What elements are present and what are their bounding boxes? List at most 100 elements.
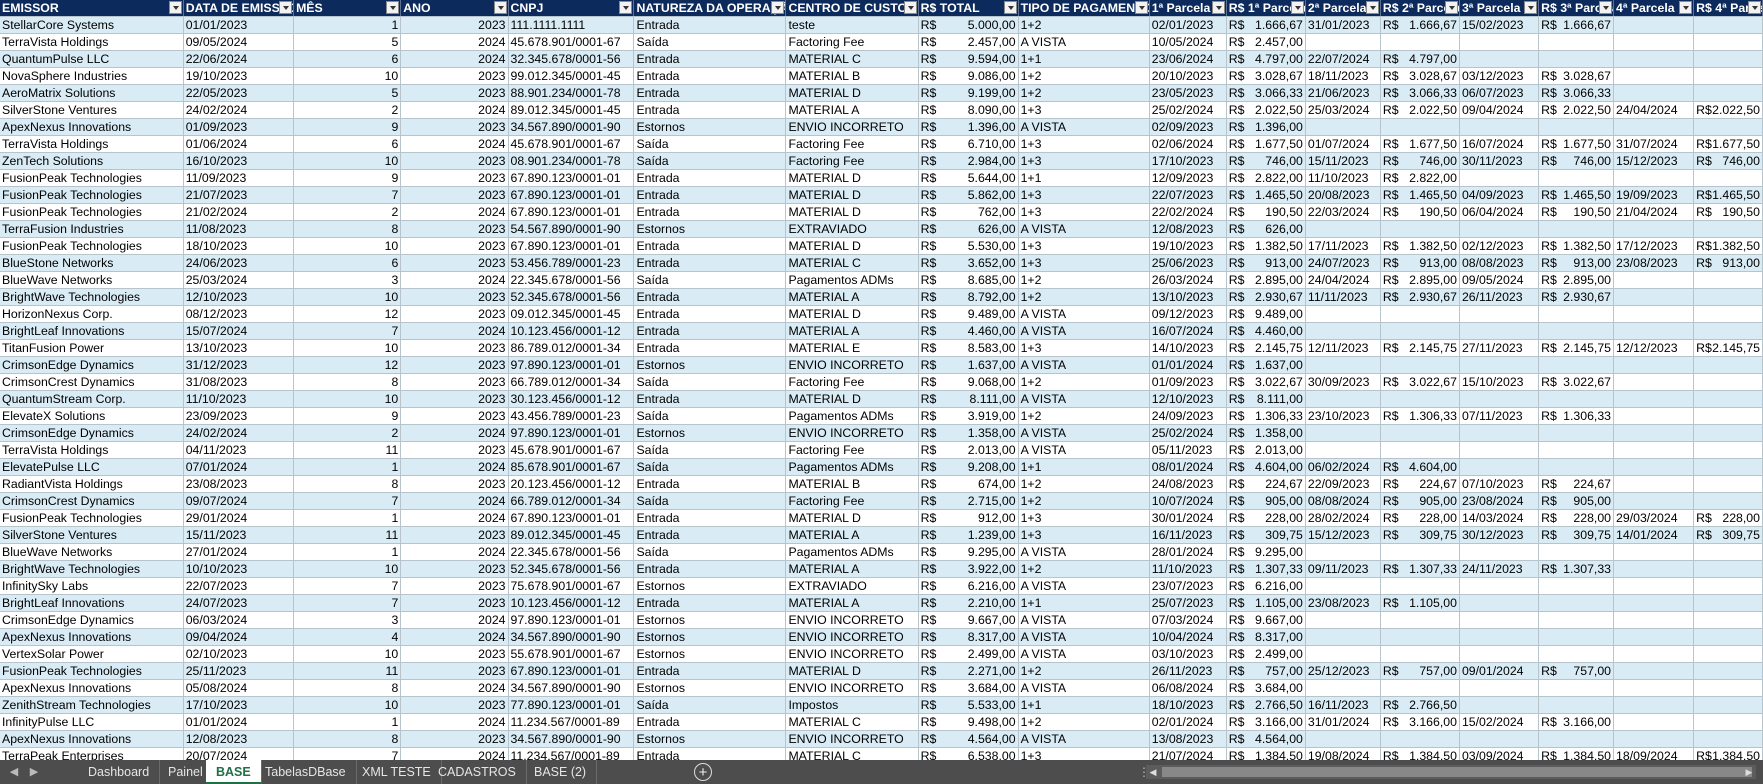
table-cell[interactable]: 1+2 bbox=[1018, 560, 1150, 578]
table-cell[interactable]: Factoring Fee bbox=[785, 33, 919, 51]
table-cell[interactable]: 2023 bbox=[400, 67, 509, 85]
table-cell[interactable]: 89.012.345/0001-45 bbox=[508, 526, 635, 544]
table-cell[interactable] bbox=[1613, 356, 1695, 374]
table-cell[interactable] bbox=[1693, 356, 1763, 374]
table-cell[interactable]: R$ 224,67 bbox=[1538, 475, 1615, 493]
table-cell[interactable]: 10 bbox=[293, 67, 402, 85]
table-cell[interactable]: 2 bbox=[293, 203, 402, 221]
table-cell[interactable] bbox=[1613, 220, 1695, 238]
table-cell[interactable]: 24/07/2023 bbox=[1305, 254, 1381, 272]
table-cell[interactable] bbox=[1538, 594, 1615, 612]
table-cell[interactable]: 06/07/2023 bbox=[1459, 84, 1540, 102]
table-cell[interactable]: R$ 2.930,67 bbox=[1226, 288, 1306, 306]
table-cell[interactable]: 86.789.012/0001-34 bbox=[508, 339, 635, 357]
table-cell[interactable]: R$ 4.797,00 bbox=[1226, 50, 1306, 68]
table-cell[interactable]: ZenithStream Technologies bbox=[0, 696, 184, 714]
table-cell[interactable]: MATERIAL D bbox=[785, 186, 919, 204]
table-cell[interactable]: EXTRAVIADO bbox=[785, 577, 919, 595]
table-cell[interactable]: R$ 8.317,00 bbox=[1226, 628, 1306, 646]
table-cell[interactable] bbox=[1693, 458, 1763, 476]
table-cell[interactable]: 2024 bbox=[400, 492, 509, 510]
table-cell[interactable] bbox=[1305, 322, 1381, 340]
table-cell[interactable] bbox=[1305, 730, 1381, 748]
table-cell[interactable] bbox=[1459, 577, 1540, 595]
table-cell[interactable]: 2024 bbox=[400, 713, 509, 731]
table-cell[interactable] bbox=[1538, 356, 1615, 374]
table-cell[interactable] bbox=[1380, 628, 1460, 646]
table-cell[interactable]: 10/05/2024 bbox=[1149, 33, 1227, 51]
scrollbar-thumb[interactable] bbox=[1162, 767, 1752, 777]
table-cell[interactable]: 9 bbox=[293, 169, 402, 187]
table-cell[interactable]: ApexNexus Innovations bbox=[0, 730, 184, 748]
table-cell[interactable]: 2023 bbox=[400, 118, 509, 136]
table-cell[interactable]: 1+2 bbox=[1018, 407, 1150, 425]
table-cell[interactable]: R$ 1.384,50 bbox=[1693, 747, 1763, 760]
table-cell[interactable]: 7 bbox=[293, 186, 402, 204]
filter-dropdown-icon[interactable] bbox=[1211, 1, 1225, 14]
table-cell[interactable]: FusionPeak Technologies bbox=[0, 662, 184, 680]
table-cell[interactable]: 30.123.456/0001-12 bbox=[508, 390, 635, 408]
table-cell[interactable]: R$ 1.666,67 bbox=[1226, 16, 1306, 34]
table-cell[interactable]: 1+1 bbox=[1018, 458, 1150, 476]
table-cell[interactable]: 32.345.678/0001-56 bbox=[508, 50, 635, 68]
table-cell[interactable] bbox=[1693, 730, 1763, 748]
table-cell[interactable] bbox=[1538, 577, 1615, 595]
table-cell[interactable] bbox=[1305, 305, 1381, 323]
table-cell[interactable]: 22/09/2023 bbox=[1305, 475, 1381, 493]
table-cell[interactable]: A VISTA bbox=[1018, 577, 1150, 595]
table-cell[interactable]: InfinitySky Labs bbox=[0, 577, 184, 595]
table-cell[interactable]: R$ 190,50 bbox=[1538, 203, 1615, 221]
table-cell[interactable]: 17/10/2023 bbox=[1149, 152, 1227, 170]
table-cell[interactable]: Factoring Fee bbox=[785, 135, 919, 153]
table-cell[interactable]: R$ 6.710,00 bbox=[918, 135, 1019, 153]
table-cell[interactable]: 31/01/2024 bbox=[1305, 713, 1381, 731]
table-cell[interactable]: 15/12/2023 bbox=[1305, 526, 1381, 544]
table-cell[interactable]: R$ 6.216,00 bbox=[1226, 577, 1306, 595]
table-cell[interactable]: 19/10/2023 bbox=[183, 67, 295, 85]
table-cell[interactable]: 14/03/2024 bbox=[1459, 509, 1540, 527]
table-cell[interactable] bbox=[1693, 220, 1763, 238]
table-cell[interactable]: 1+3 bbox=[1018, 101, 1150, 119]
table-cell[interactable]: 2023 bbox=[400, 220, 509, 238]
table-cell[interactable] bbox=[1613, 67, 1695, 85]
table-cell[interactable]: 23/08/2023 bbox=[183, 475, 295, 493]
table-cell[interactable]: 34.567.890/0001-90 bbox=[508, 118, 635, 136]
filter-dropdown-icon[interactable] bbox=[903, 1, 917, 14]
table-cell[interactable]: Estornos bbox=[633, 730, 787, 748]
table-cell[interactable]: 1+1 bbox=[1018, 594, 1150, 612]
table-cell[interactable] bbox=[1613, 696, 1695, 714]
table-cell[interactable] bbox=[1538, 458, 1615, 476]
table-cell[interactable]: BlueStone Networks bbox=[0, 254, 184, 272]
table-cell[interactable]: 10.123.456/0001-12 bbox=[508, 322, 635, 340]
table-cell[interactable]: R$ 3.022,67 bbox=[1538, 373, 1615, 391]
sheet-tab[interactable]: XML TESTE bbox=[352, 760, 442, 784]
table-cell[interactable]: R$ 8.111,00 bbox=[918, 390, 1019, 408]
table-cell[interactable]: R$ 309,75 bbox=[1226, 526, 1306, 544]
table-cell[interactable]: 19/10/2023 bbox=[1149, 237, 1227, 255]
table-cell[interactable]: R$ 2.145,75 bbox=[1693, 339, 1763, 357]
table-cell[interactable]: R$ 8.090,00 bbox=[918, 101, 1019, 119]
table-cell[interactable] bbox=[1459, 611, 1540, 629]
table-cell[interactable] bbox=[1613, 611, 1695, 629]
filter-dropdown-icon[interactable] bbox=[386, 1, 400, 14]
filter-dropdown-icon[interactable] bbox=[1524, 1, 1538, 14]
table-cell[interactable] bbox=[1459, 118, 1540, 136]
table-cell[interactable] bbox=[1380, 118, 1460, 136]
table-cell[interactable]: 2 bbox=[293, 101, 402, 119]
table-cell[interactable] bbox=[1305, 424, 1381, 442]
table-cell[interactable]: 11/10/2023 bbox=[1149, 560, 1227, 578]
table-cell[interactable]: R$ 1.384,50 bbox=[1226, 747, 1306, 760]
table-cell[interactable]: R$ 190,50 bbox=[1693, 203, 1763, 221]
table-cell[interactable]: 21/02/2024 bbox=[183, 203, 295, 221]
table-cell[interactable]: 1+3 bbox=[1018, 186, 1150, 204]
table-cell[interactable]: R$ 9.086,00 bbox=[918, 67, 1019, 85]
table-cell[interactable]: Factoring Fee bbox=[785, 492, 919, 510]
table-cell[interactable]: 02/01/2024 bbox=[1149, 713, 1227, 731]
table-cell[interactable]: 23/05/2023 bbox=[1149, 84, 1227, 102]
table-cell[interactable]: 03/10/2023 bbox=[1149, 645, 1227, 663]
column-header[interactable]: R$ 1ª Parcela bbox=[1226, 0, 1306, 17]
table-cell[interactable]: Entrada bbox=[633, 50, 787, 68]
table-cell[interactable]: A VISTA bbox=[1018, 118, 1150, 136]
table-cell[interactable]: ApexNexus Innovations bbox=[0, 118, 184, 136]
table-cell[interactable]: 25/03/2024 bbox=[1305, 101, 1381, 119]
